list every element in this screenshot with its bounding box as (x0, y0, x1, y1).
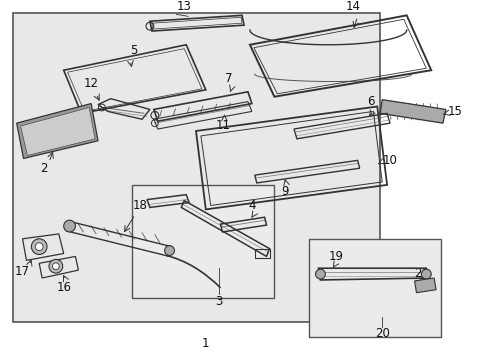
Text: 3: 3 (215, 294, 222, 308)
Text: 13: 13 (176, 0, 191, 13)
Polygon shape (21, 108, 95, 156)
Text: 4: 4 (248, 199, 255, 212)
Circle shape (31, 239, 47, 255)
Text: 15: 15 (448, 105, 463, 118)
Circle shape (52, 263, 59, 270)
Text: 11: 11 (216, 119, 231, 132)
Text: 9: 9 (281, 185, 289, 198)
Polygon shape (380, 100, 446, 123)
Circle shape (165, 246, 174, 256)
Bar (309, 239, 441, 337)
Circle shape (35, 243, 43, 251)
Circle shape (64, 220, 75, 232)
Text: 19: 19 (328, 250, 343, 263)
Text: 18: 18 (132, 199, 147, 212)
Polygon shape (17, 104, 98, 158)
Text: 2: 2 (40, 162, 48, 175)
Circle shape (316, 269, 325, 279)
Bar (13, 13, 380, 322)
Text: 17: 17 (15, 265, 30, 278)
Text: 7: 7 (225, 72, 233, 85)
Text: 20: 20 (375, 327, 390, 340)
Text: 21: 21 (415, 267, 430, 280)
Circle shape (421, 269, 431, 279)
Text: 12: 12 (84, 77, 98, 90)
Bar (132, 185, 274, 298)
Text: 1: 1 (202, 337, 210, 350)
Polygon shape (415, 278, 436, 293)
Text: 14: 14 (346, 0, 361, 13)
Text: 10: 10 (382, 154, 397, 167)
Text: 6: 6 (368, 95, 375, 108)
Text: 5: 5 (130, 45, 138, 58)
Text: 16: 16 (56, 281, 71, 294)
Circle shape (49, 259, 63, 273)
